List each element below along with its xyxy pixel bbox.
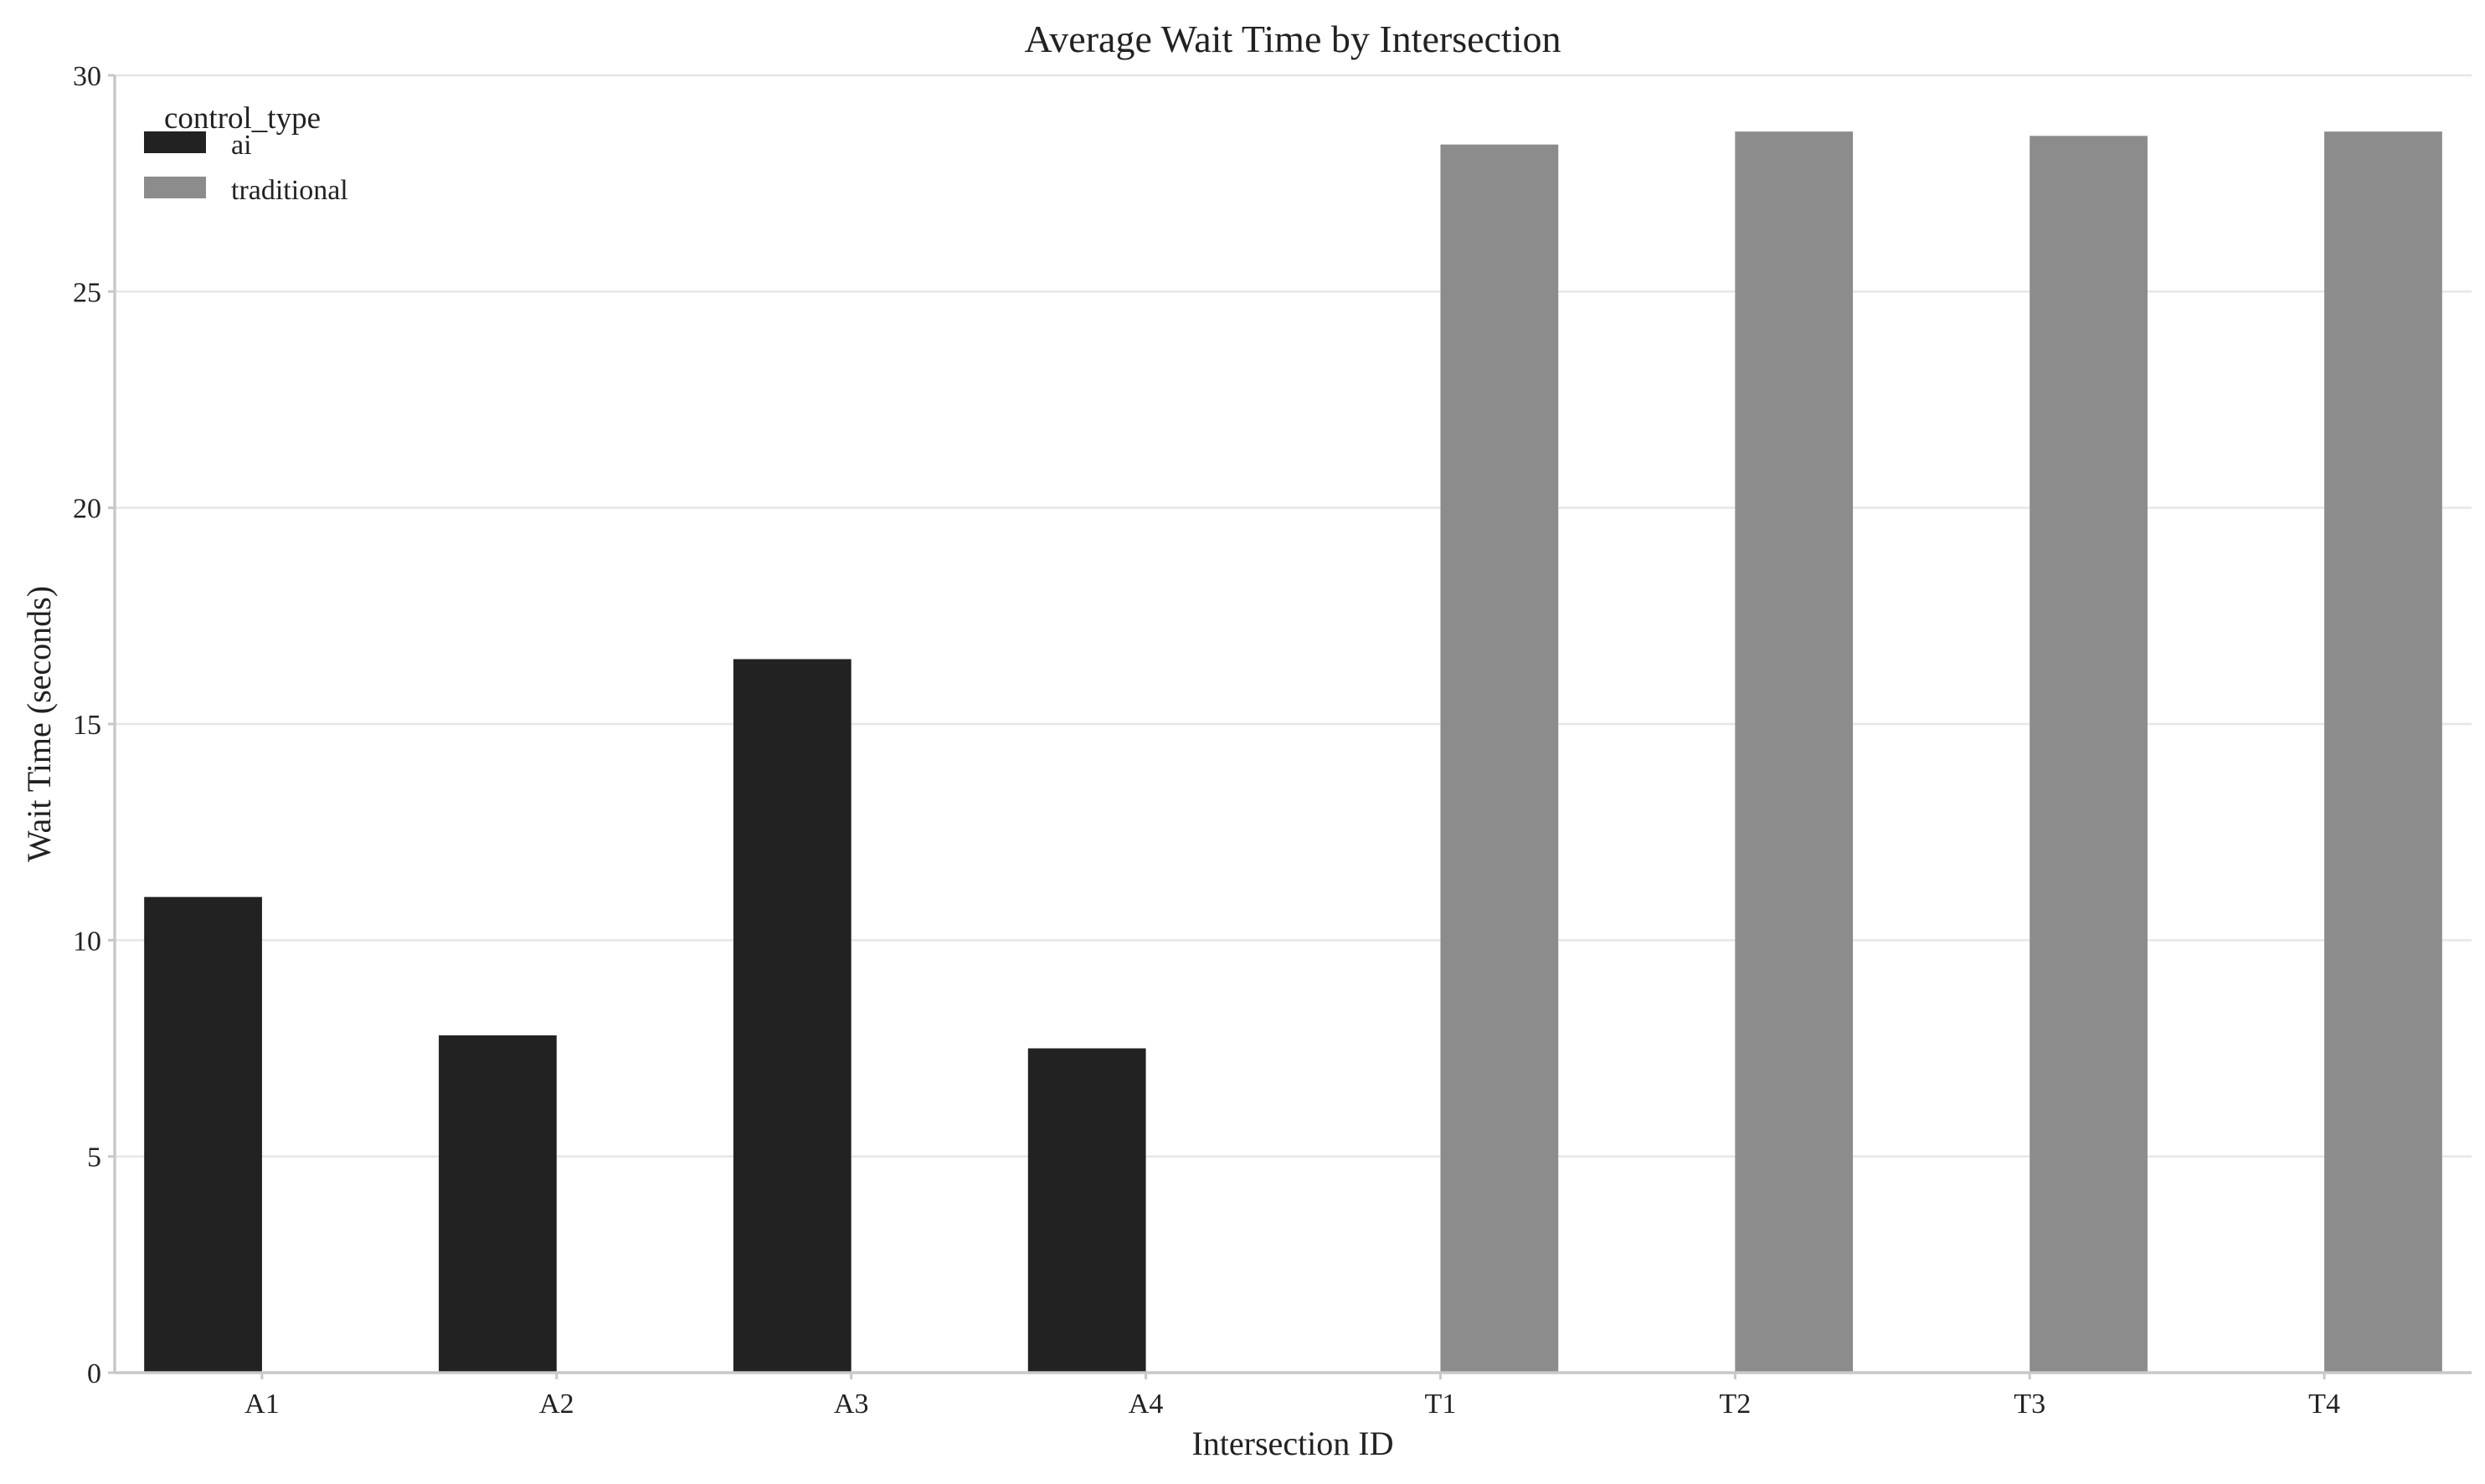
y-ticks: 0 5 10 15 20 25 30	[73, 61, 115, 1389]
bar-T3-traditional	[2030, 136, 2148, 1373]
x-tick-label: A2	[539, 1389, 574, 1420]
x-tick-label: T4	[2308, 1389, 2340, 1420]
y-axis-label: Wait Time (seconds)	[20, 586, 58, 862]
bars	[144, 131, 2442, 1374]
bar-A1-ai	[144, 896, 262, 1373]
y-tick-label: 20	[73, 494, 101, 525]
x-axis-label: Intersection ID	[1191, 1425, 1393, 1462]
legend-title: control_type	[164, 101, 321, 136]
x-ticks: A1 A2 A3 A4 T1 T2 T3 T4	[244, 1373, 2340, 1420]
x-tick-label: T3	[2014, 1389, 2045, 1420]
bar-A2-ai	[439, 1035, 557, 1373]
bar-T2-traditional	[1735, 131, 1854, 1374]
y-tick-label: 25	[73, 277, 101, 308]
x-tick-label: A3	[834, 1389, 869, 1420]
legend-label-traditional: traditional	[231, 175, 348, 206]
legend-label-ai: ai	[231, 130, 252, 161]
bar-T4-traditional	[2324, 131, 2442, 1374]
x-tick-label: A1	[244, 1389, 280, 1420]
x-tick-label: T1	[1425, 1389, 1457, 1420]
chart-title: Average Wait Time by Intersection	[1024, 18, 1561, 60]
y-tick-label: 5	[87, 1143, 101, 1173]
x-tick-label: A4	[1129, 1389, 1164, 1420]
y-tick-label: 10	[73, 926, 101, 957]
legend-items: ai traditional	[144, 130, 348, 206]
bar-A3-ai	[733, 659, 851, 1373]
legend-swatch-traditional	[144, 177, 206, 198]
x-tick-label: T2	[1719, 1389, 1751, 1420]
bar-T1-traditional	[1440, 144, 1559, 1374]
legend-swatch-ai	[144, 131, 206, 153]
bar-A4-ai	[1027, 1048, 1146, 1373]
y-tick-label: 30	[73, 61, 101, 92]
legend: control_type ai traditional	[144, 101, 348, 206]
y-tick-label: 0	[87, 1358, 101, 1389]
y-tick-label: 15	[73, 710, 101, 741]
